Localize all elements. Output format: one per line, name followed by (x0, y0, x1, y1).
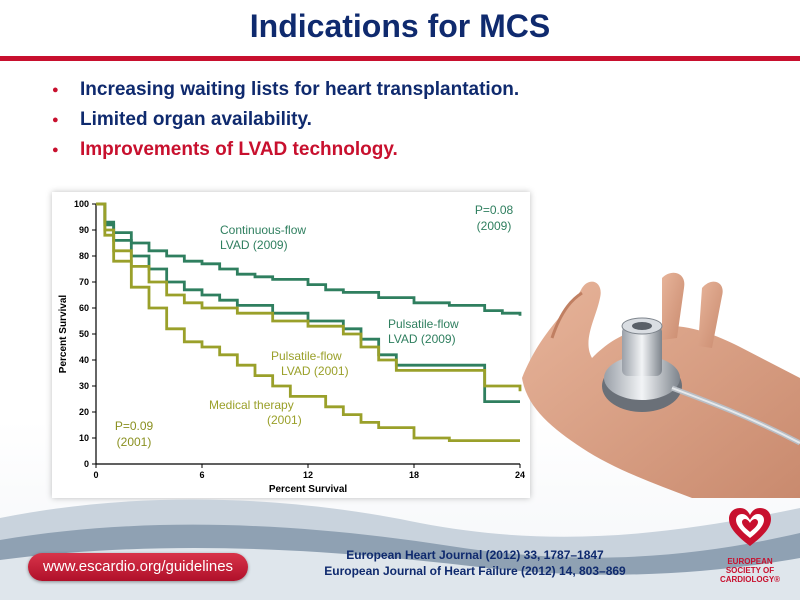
y-tick-label: 100 (74, 199, 89, 209)
series-label-medical-therapy-2001: Medical therapy (2001) (209, 398, 302, 427)
slide-title: Indications for MCS (249, 8, 551, 44)
survival-chart: 0 10 20 30 40 50 60 70 80 90 100 0 6 12 18 24 Percent Su… (58, 199, 525, 495)
lvad-device-in-hand-image (522, 272, 800, 498)
guidelines-url-link[interactable]: www.escardio.org/guidelines (28, 553, 248, 581)
y-tick-label: 40 (79, 355, 89, 365)
title-divider (0, 56, 800, 61)
series-line-medical-therapy-2001 (96, 202, 520, 442)
annotation-p-2001: P=0.09 (2001) (115, 419, 154, 449)
y-tick-label: 20 (79, 407, 89, 417)
bullet-list: Increasing waiting lists for heart trans… (48, 75, 519, 165)
x-axis-label: Percent Survival (269, 484, 348, 495)
y-tick-label: 90 (79, 225, 89, 235)
series-label-continuous-flow-lvad-2009: Continuous-flow LVAD (2009) (220, 223, 306, 252)
reference-ejhf: European Journal of Heart Failure (2012)… (324, 564, 626, 578)
bullet-waiting-lists: Increasing waiting lists for heart trans… (48, 75, 519, 105)
x-tick-label: 24 (515, 470, 525, 480)
logo-line-1: EUROPEAN (727, 557, 773, 566)
y-tick-label: 70 (79, 277, 89, 287)
x-tick-label: 12 (303, 470, 313, 480)
y-tick-label: 50 (79, 329, 89, 339)
y-tick-label: 30 (79, 381, 89, 391)
bullet-organ-availability: Limited organ availability. (48, 105, 519, 135)
series-line-continuous-flow-lvad-2009 (96, 202, 522, 316)
heart-logo-icon (729, 508, 771, 546)
series-label-pulsatile-flow-lvad-2001: Pulsatile-flow LVAD (2001) (271, 349, 349, 378)
bullet-lvad-technology: Improvements of LVAD technology. (48, 135, 519, 165)
survival-chart-panel: 0 10 20 30 40 50 60 70 80 90 100 0 6 12 18 24 Percent Su… (52, 192, 530, 498)
y-tick-label: 0 (84, 459, 89, 469)
annotation-p-2009: P=0.08 (2009) (475, 203, 514, 233)
footer-wave-background (0, 499, 800, 600)
series-label-pulsatile-flow-lvad-2009: Pulsatile-flow LVAD (2009) (388, 317, 459, 346)
series-line-pulsatile-flow-lvad-2001 (96, 202, 522, 392)
y-tick-label: 80 (79, 251, 89, 261)
journal-references: European Heart Journal (2012) 33, 1787–1… (300, 547, 650, 579)
x-tick-label: 18 (409, 470, 419, 480)
logo-line-2: SOCIETY OF (725, 566, 775, 575)
y-axis-label: Percent Survival (58, 295, 69, 374)
y-tick-label: 60 (79, 303, 89, 313)
reference-ehj: European Heart Journal (2012) 33, 1787–1… (346, 548, 604, 562)
y-tick-label: 10 (79, 433, 89, 443)
x-tick-label: 0 (93, 470, 98, 480)
x-tick-label: 6 (199, 470, 204, 480)
esc-logo: EUROPEAN SOCIETY OF CARDIOLOGY® (710, 506, 790, 596)
logo-line-3: CARDIOLOGY® (719, 575, 781, 584)
